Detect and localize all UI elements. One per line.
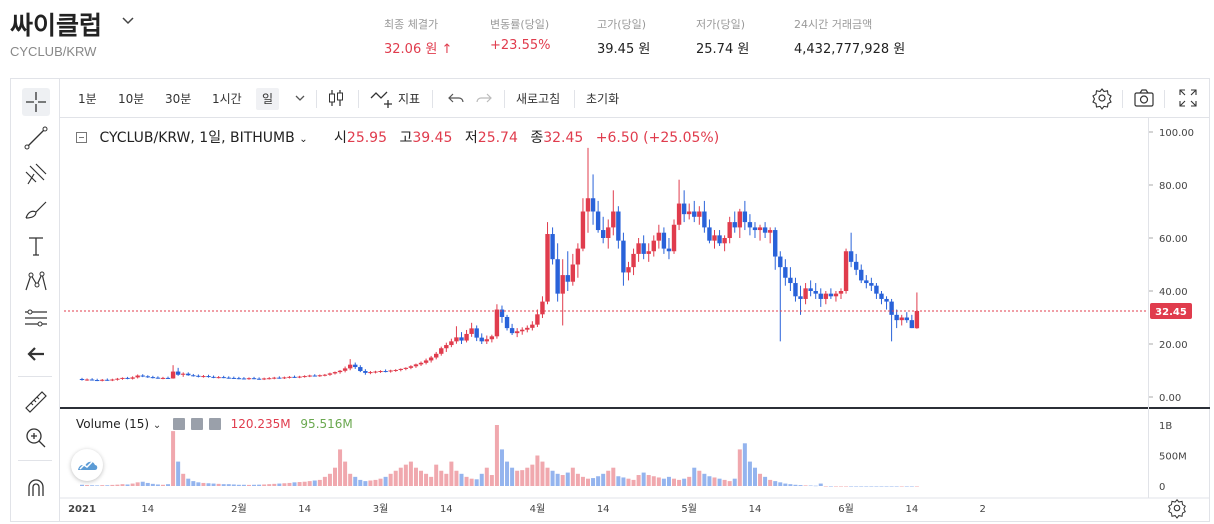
- toolbar-divider: [316, 90, 317, 108]
- stat-change-rate: 변동률(당일) +23.55%: [490, 16, 550, 53]
- toolbar-divider: [504, 90, 505, 108]
- stat-label: 고가(당일): [597, 18, 647, 31]
- stat-value: +23.55%: [490, 38, 551, 53]
- close-value: 32.45: [543, 130, 584, 146]
- tool-divider: [18, 460, 52, 461]
- tool-divider: [18, 376, 52, 377]
- gear-icon[interactable]: [1090, 86, 1114, 110]
- ruler-icon[interactable]: [22, 388, 50, 416]
- stat-high: 고가(당일) 39.45 원: [597, 16, 650, 57]
- low-label: 저: [464, 130, 478, 146]
- stat-value: 39.45 원: [597, 42, 651, 57]
- text-tool-icon[interactable]: [22, 232, 50, 260]
- toolbar-divider: [358, 90, 359, 108]
- stat-low: 저가(당일) 25.74 원: [696, 16, 749, 57]
- arrow-left-icon[interactable]: [22, 340, 50, 368]
- crosshair-icon[interactable]: [22, 88, 50, 116]
- stat-label: 24시간 거래금액: [794, 18, 873, 31]
- indicator-button[interactable]: 지표: [398, 92, 421, 106]
- refresh-button[interactable]: 새로고침: [516, 92, 561, 106]
- stat-value: 32.06 원 ↑: [384, 42, 453, 57]
- pane-separator[interactable]: [60, 407, 1210, 409]
- chart-toolbar: 1분 10분 30분 1시간 일 지표 새로고침 초기화: [60, 78, 1210, 118]
- reset-button[interactable]: 초기화: [586, 92, 620, 106]
- stat-24h-volume: 24시간 거래금액 4,432,777,928 원: [794, 16, 905, 57]
- chevron-down-icon[interactable]: [122, 13, 134, 28]
- chevron-down-icon[interactable]: ⌄: [299, 134, 308, 145]
- brush-icon[interactable]: [22, 196, 50, 224]
- close-label: 종: [530, 130, 544, 146]
- drawing-toolbar: [10, 78, 60, 522]
- eye-icon[interactable]: [173, 418, 186, 430]
- toolbar-divider: [1164, 90, 1165, 108]
- high-label: 고: [399, 130, 413, 146]
- open-label: 시: [334, 130, 347, 146]
- price-scale-border: [1148, 118, 1149, 498]
- stat-value: 25.74 원: [696, 42, 750, 57]
- open-value: 25.95: [346, 130, 388, 146]
- coin-pair: CYCLUB/KRW: [10, 44, 97, 59]
- coin-header: 싸이클럽 CYCLUB/KRW 최종 체결가 32.06 원 ↑ 변동률(당일)…: [0, 0, 1214, 72]
- pattern-icon[interactable]: [22, 268, 50, 296]
- volume-legend: Volume (15) ⌄ 120.235M 95.516M: [76, 417, 353, 431]
- toolbar-divider: [432, 90, 433, 108]
- candlestick-type-icon[interactable]: [324, 86, 348, 110]
- zoom-in-icon[interactable]: [22, 424, 50, 452]
- settings-icon[interactable]: [190, 418, 203, 430]
- camera-icon[interactable]: [1132, 86, 1156, 110]
- toolbar-divider: [574, 90, 575, 108]
- chevron-down-icon[interactable]: [288, 86, 312, 110]
- chevron-down-icon[interactable]: ⌄: [152, 420, 162, 431]
- stat-last-price: 최종 체결가 32.06 원 ↑: [384, 16, 452, 57]
- tradingview-logo-icon[interactable]: [71, 449, 103, 481]
- stat-label: 최종 체결가: [384, 18, 439, 31]
- stat-value: 4,432,777,928 원: [794, 42, 906, 57]
- redo-icon[interactable]: [472, 86, 496, 110]
- fullscreen-icon[interactable]: [1176, 86, 1200, 110]
- interval-1h[interactable]: 1시간: [212, 92, 242, 106]
- interval-1d[interactable]: 일: [256, 88, 280, 110]
- volume-value-1: 120.235M: [230, 417, 291, 431]
- stat-label: 변동률(당일): [490, 18, 550, 31]
- stat-label: 저가(당일): [696, 18, 746, 31]
- trend-line-icon[interactable]: [22, 124, 50, 152]
- indicator-icon[interactable]: [368, 86, 392, 110]
- interval-10m[interactable]: 10분: [118, 92, 145, 106]
- symbol-label[interactable]: CYCLUB/KRW, 1일, BITHUMB: [99, 130, 295, 146]
- close-icon[interactable]: [208, 418, 221, 430]
- interval-30m[interactable]: 30분: [165, 92, 192, 106]
- fib-levels-icon[interactable]: [22, 304, 50, 332]
- volume-label[interactable]: Volume (15): [76, 417, 150, 431]
- interval-1m[interactable]: 1분: [78, 92, 97, 106]
- high-value: 39.45: [412, 130, 453, 146]
- change-value: +6.50 (+25.05%): [595, 130, 720, 146]
- pitchfork-icon[interactable]: [22, 160, 50, 188]
- gear-icon[interactable]: [1166, 497, 1188, 524]
- undo-icon[interactable]: [444, 86, 468, 110]
- coin-name[interactable]: 싸이클럽: [10, 11, 103, 40]
- volume-value-2: 95.516M: [300, 417, 353, 431]
- chart-legend: CYCLUB/KRW, 1일, BITHUMB ⌄ 시25.95 고39.45 …: [76, 127, 719, 147]
- toolbar-divider: [1122, 90, 1123, 108]
- collapse-icon[interactable]: [76, 132, 87, 143]
- low-value: 25.74: [477, 130, 518, 146]
- magnet-icon[interactable]: [22, 474, 50, 502]
